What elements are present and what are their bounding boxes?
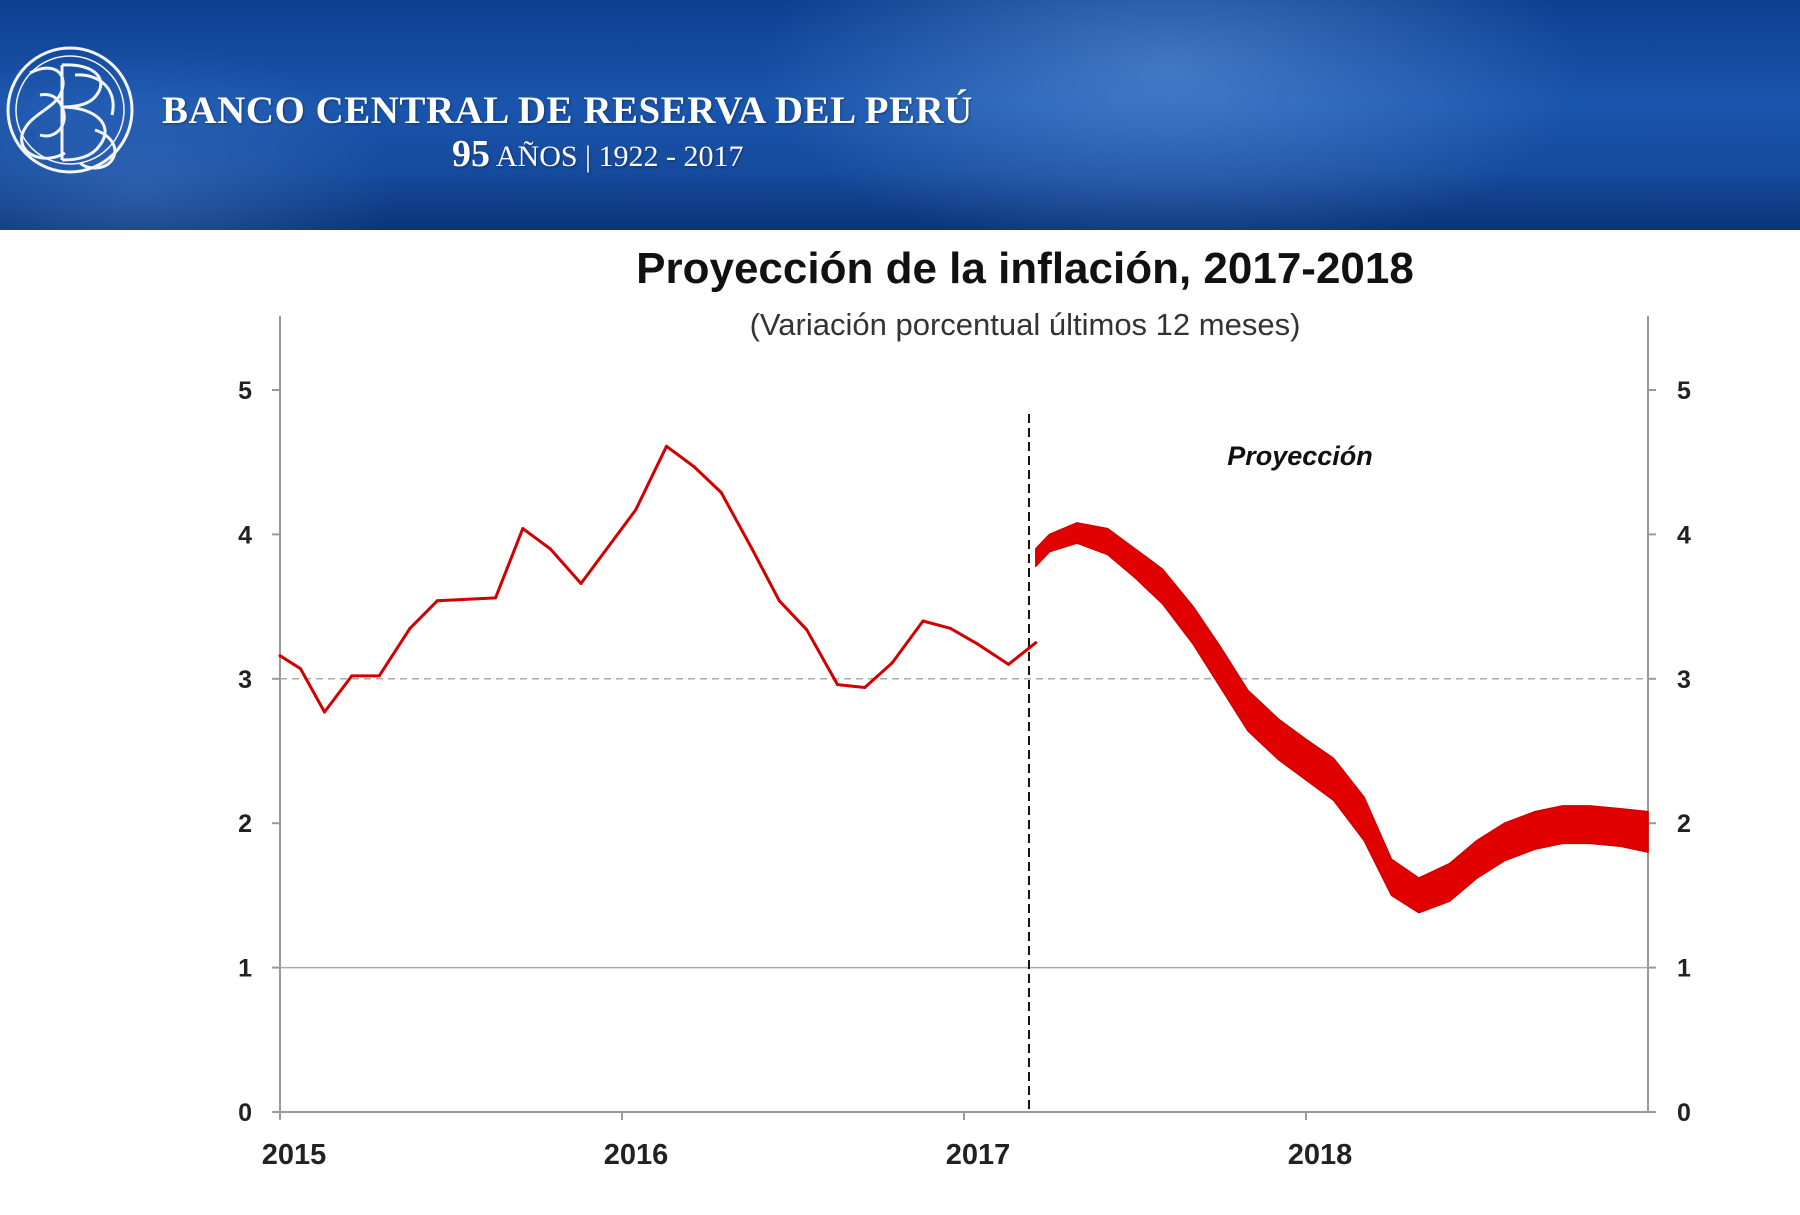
anniversary-line: 95 AÑOS | 1922 - 2017 <box>452 132 744 176</box>
y-tick-label-left: 4 <box>238 521 252 549</box>
data-point <box>921 619 925 623</box>
data-point <box>1007 662 1010 666</box>
y-tick-label-right: 4 <box>1677 521 1691 549</box>
y-tick-label-right: 5 <box>1677 377 1691 405</box>
data-point <box>1034 641 1038 645</box>
bank-name: BANCO CENTRAL DE RESERVA DEL PERÚ <box>162 89 973 132</box>
data-point <box>521 527 525 531</box>
y-tick-label-left: 0 <box>238 1099 252 1127</box>
x-tick-label: 2018 <box>1288 1139 1353 1171</box>
x-tick-label: 2016 <box>604 1139 669 1171</box>
data-point <box>548 547 552 551</box>
data-point <box>323 710 326 714</box>
chart-title: Proyección de la inflación, 2017-2018 <box>636 244 1414 293</box>
x-tick-label: 2017 <box>946 1139 1011 1171</box>
bcrp-monogram-logo-icon <box>6 46 134 174</box>
data-point <box>692 465 696 468</box>
data-point <box>350 674 354 678</box>
data-point <box>579 582 583 585</box>
header-banner: BANCO CENTRAL DE RESERVA DEL PERÚ 95 AÑO… <box>0 0 1800 230</box>
data-point <box>278 654 282 658</box>
data-point <box>408 626 412 630</box>
data-point <box>435 599 439 603</box>
x-tick-label: 2015 <box>262 1139 327 1171</box>
y-tick-label-right: 1 <box>1677 955 1691 983</box>
anniversary-text: AÑOS | 1922 - 2017 <box>495 140 744 173</box>
reference-lines <box>280 678 1648 969</box>
data-point <box>777 599 781 603</box>
y-tick-label-left: 3 <box>238 666 252 694</box>
data-point <box>750 547 754 551</box>
data-point <box>377 674 381 678</box>
y-tick-label-left: 1 <box>238 955 252 983</box>
axis-ticks: 0 0 1 1 2 2 3 3 4 4 5 5 2015 2016 2017 2018 <box>238 377 1691 1171</box>
data-point <box>805 628 809 632</box>
y-tick-label-left: 2 <box>238 810 252 838</box>
projection-band <box>1035 522 1649 914</box>
projection-label: Proyección <box>1227 441 1373 471</box>
y-tick-label-left: 5 <box>238 377 252 405</box>
y-tick-label-right: 3 <box>1677 666 1691 694</box>
data-point <box>634 508 638 512</box>
y-tick-label-right: 2 <box>1677 810 1691 838</box>
data-point <box>299 667 302 671</box>
anniversary-number: 95 <box>452 133 490 175</box>
y-tick-label-right: 0 <box>1677 1099 1691 1127</box>
data-point <box>948 626 952 630</box>
data-point <box>890 661 894 665</box>
data-point <box>863 686 867 689</box>
data-point <box>494 596 497 600</box>
data-point <box>665 444 668 448</box>
banner-glow <box>720 0 1620 230</box>
inflation-line <box>279 444 1037 714</box>
data-point <box>719 491 723 494</box>
data-point <box>976 642 980 646</box>
data-point <box>836 683 839 687</box>
chart-subtitle: (Variación porcentual últimos 12 meses) <box>749 307 1301 342</box>
series-group <box>278 444 1649 914</box>
